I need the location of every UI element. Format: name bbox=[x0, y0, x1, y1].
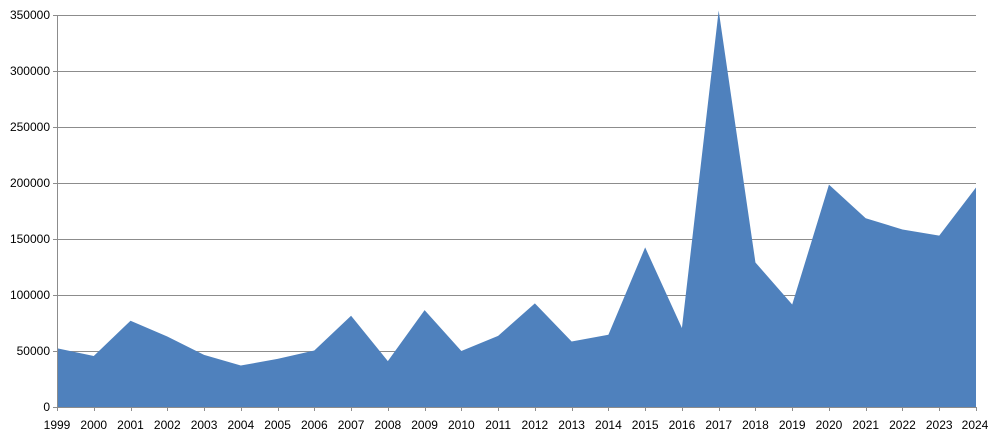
x-tick-label: 2008 bbox=[374, 418, 401, 432]
x-tick-label: 2013 bbox=[558, 418, 585, 432]
x-tick-label: 2014 bbox=[595, 418, 622, 432]
x-tick-label: 2004 bbox=[227, 418, 254, 432]
x-tick-label: 2011 bbox=[485, 418, 511, 432]
x-tick-label: 2010 bbox=[448, 418, 475, 432]
x-tick-label: 2006 bbox=[301, 418, 328, 432]
y-tick-label: 300000 bbox=[10, 64, 50, 78]
y-tick-label: 200000 bbox=[10, 176, 50, 190]
series-area-group bbox=[57, 10, 976, 408]
y-tick-label: 0 bbox=[43, 400, 50, 414]
x-tick-label: 1999 bbox=[44, 418, 71, 432]
x-tick-label: 2023 bbox=[926, 418, 953, 432]
x-tick-label: 2018 bbox=[742, 418, 769, 432]
x-tick-label: 2020 bbox=[816, 418, 843, 432]
y-tick-label: 350000 bbox=[10, 8, 50, 22]
x-tick-label: 2003 bbox=[191, 418, 218, 432]
x-tick-label: 2012 bbox=[522, 418, 549, 432]
x-tick-label: 2009 bbox=[411, 418, 438, 432]
x-tick-label: 2007 bbox=[338, 418, 365, 432]
x-tick-label: 2024 bbox=[962, 418, 989, 432]
x-tick-label: 2002 bbox=[154, 418, 181, 432]
axes bbox=[53, 15, 977, 411]
series-area bbox=[57, 10, 976, 408]
x-tick-label: 2017 bbox=[705, 418, 732, 432]
x-tick-label: 2016 bbox=[669, 418, 696, 432]
x-tick-label: 2021 bbox=[852, 418, 879, 432]
y-tick-labels: 0 50000 100000 150000 200000 250000 300000 3500… bbox=[10, 8, 50, 414]
y-tick-label: 100000 bbox=[10, 288, 50, 302]
gridlines bbox=[57, 15, 976, 352]
x-tick-label: 2005 bbox=[264, 418, 291, 432]
x-tick-label: 2022 bbox=[889, 418, 916, 432]
x-tick-label: 2015 bbox=[632, 418, 659, 432]
x-tick-labels: 1999 2000 2001 2002 2003 2004 2005 2006 2007 2008… bbox=[44, 418, 989, 432]
x-tick-label: 2019 bbox=[779, 418, 806, 432]
y-tick-label: 150000 bbox=[10, 232, 50, 246]
y-tick-label: 50000 bbox=[17, 344, 51, 358]
x-tick-label: 2001 bbox=[117, 418, 144, 432]
y-tick-label: 250000 bbox=[10, 120, 50, 134]
x-tick-label: 2000 bbox=[80, 418, 107, 432]
